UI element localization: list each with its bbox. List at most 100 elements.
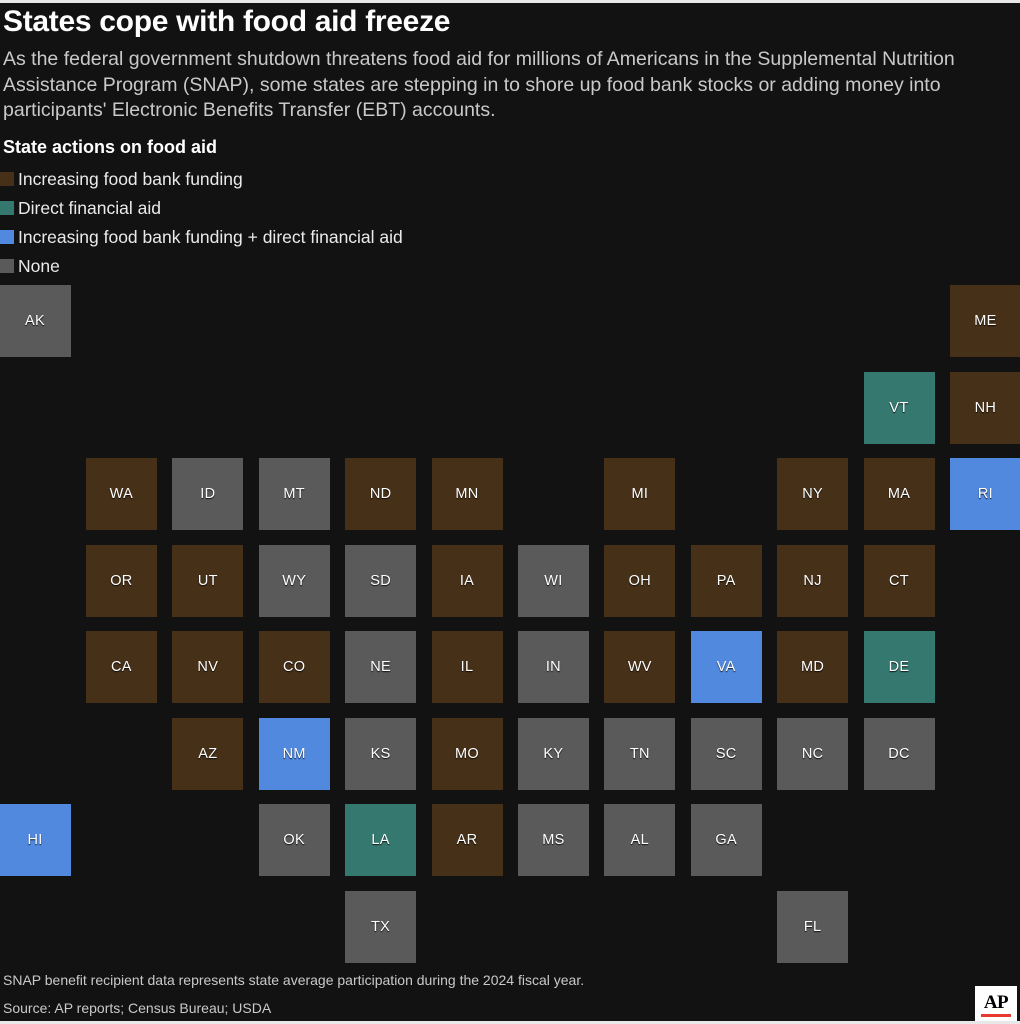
state-tile-in[interactable]: IN <box>517 631 589 703</box>
state-tile-or[interactable]: OR <box>85 544 157 617</box>
legend-item-label: Direct financial aid <box>18 197 161 218</box>
state-tile-map: AK ME VT NH WA ID MT ND MN MI NY MA RI OR UT WY SD IA WI OH… <box>0 285 1020 965</box>
legend-item[interactable]: Increasing food bank funding <box>0 164 600 193</box>
state-tile-label: MS <box>542 832 565 848</box>
state-tile-label: MN <box>455 486 479 502</box>
state-tile-al[interactable]: AL <box>604 804 676 876</box>
legend-color-swatch <box>0 171 14 186</box>
state-tile-label: MA <box>887 486 911 502</box>
legend-item[interactable]: Increasing food bank funding + direct fi… <box>0 222 600 251</box>
state-tile-me[interactable]: ME <box>949 285 1020 357</box>
state-tile-ny[interactable]: NY <box>777 458 849 530</box>
state-tile-tn[interactable]: TN <box>604 717 676 790</box>
state-tile-ar[interactable]: AR <box>431 804 503 876</box>
bottom-divider <box>0 1021 1020 1024</box>
state-tile-ga[interactable]: GA <box>690 804 762 876</box>
legend-item[interactable]: Direct financial aid <box>0 193 600 222</box>
state-tile-label: AZ <box>198 745 218 762</box>
state-tile-mn[interactable]: MN <box>431 458 503 530</box>
legend-item-label: None <box>18 255 60 276</box>
state-tile-nj[interactable]: NJ <box>777 544 849 617</box>
state-tile-ms[interactable]: MS <box>517 804 589 876</box>
state-tile-sc[interactable]: SC <box>690 717 762 790</box>
legend: Increasing food bank funding Direct finan… <box>0 164 600 280</box>
state-tile-mt[interactable]: MT <box>258 458 330 530</box>
state-tile-az[interactable]: AZ <box>172 717 244 790</box>
state-tile-wi[interactable]: WI <box>517 544 589 617</box>
state-tile-label: OH <box>628 572 651 589</box>
state-tile-fl[interactable]: FL <box>777 890 849 963</box>
state-tile-label: FL <box>803 918 822 935</box>
legend-item-label: Increasing food bank funding <box>18 168 243 189</box>
state-tile-label: AL <box>630 832 649 848</box>
state-tile-label: NC <box>801 745 824 762</box>
state-tile-de[interactable]: DE <box>863 631 935 703</box>
state-tile-label: OR <box>110 572 133 589</box>
state-tile-il[interactable]: IL <box>431 631 503 703</box>
state-tile-nm[interactable]: NM <box>258 717 330 790</box>
state-tile-label: PA <box>716 572 736 589</box>
state-tile-hi[interactable]: HI <box>0 804 71 876</box>
state-tile-oh[interactable]: OH <box>604 544 676 617</box>
state-tile-label: ME <box>974 313 997 329</box>
state-tile-label: MD <box>801 659 825 675</box>
state-tile-co[interactable]: CO <box>258 631 330 703</box>
state-tile-label: GA <box>715 832 737 848</box>
state-tile-label: NY <box>802 486 823 502</box>
state-tile-label: LA <box>371 832 390 848</box>
state-tile-wv[interactable]: WV <box>604 631 676 703</box>
source-line: Source: AP reports; Census Bureau; USDA <box>3 1000 272 1016</box>
legend-title: State actions on food aid <box>3 137 218 157</box>
state-tile-wy[interactable]: WY <box>258 544 330 617</box>
state-tile-vt[interactable]: VT <box>863 371 935 444</box>
state-tile-ok[interactable]: OK <box>258 804 330 876</box>
state-tile-label: DE <box>888 659 910 675</box>
state-tile-la[interactable]: LA <box>345 804 417 876</box>
state-tile-mo[interactable]: MO <box>431 717 503 790</box>
state-tile-ky[interactable]: KY <box>517 717 589 790</box>
state-tile-ak[interactable]: AK <box>0 285 71 357</box>
state-tile-label: NJ <box>803 572 822 589</box>
legend-color-swatch <box>0 229 14 244</box>
state-tile-tx[interactable]: TX <box>345 890 417 963</box>
state-tile-wa[interactable]: WA <box>85 458 157 530</box>
state-tile-dc[interactable]: DC <box>863 717 935 790</box>
state-tile-label: WV <box>627 659 652 675</box>
state-tile-va[interactable]: VA <box>690 631 762 703</box>
state-tile-mi[interactable]: MI <box>604 458 676 530</box>
state-tile-nv[interactable]: NV <box>172 631 244 703</box>
state-tile-label: WA <box>109 486 134 502</box>
state-tile-label: KS <box>370 745 391 762</box>
state-tile-pa[interactable]: PA <box>690 544 762 617</box>
state-tile-label: TN <box>629 745 650 762</box>
state-tile-label: CO <box>283 659 306 675</box>
ap-logo-bar <box>981 1014 1011 1017</box>
state-tile-label: WY <box>282 572 307 589</box>
ap-logo-text: AP <box>983 992 1009 1013</box>
state-tile-label: MI <box>631 486 649 502</box>
state-tile-md[interactable]: MD <box>777 631 849 703</box>
legend-color-swatch <box>0 200 14 215</box>
state-tile-label: KY <box>543 745 564 762</box>
state-tile-ut[interactable]: UT <box>172 544 244 617</box>
state-tile-ne[interactable]: NE <box>345 631 417 703</box>
state-tile-ri[interactable]: RI <box>949 458 1020 530</box>
state-tile-id[interactable]: ID <box>172 458 244 530</box>
state-tile-ca[interactable]: CA <box>85 631 157 703</box>
state-tile-label: IA <box>459 572 475 589</box>
state-tile-ks[interactable]: KS <box>345 717 417 790</box>
legend-item[interactable]: None <box>0 251 600 280</box>
state-tile-nc[interactable]: NC <box>777 717 849 790</box>
state-tile-label: TX <box>371 918 391 935</box>
state-tile-nh[interactable]: NH <box>949 371 1020 444</box>
state-tile-ct[interactable]: CT <box>863 544 935 617</box>
state-tile-label: IN <box>545 659 561 675</box>
state-tile-label: VT <box>889 399 909 416</box>
state-tile-ma[interactable]: MA <box>863 458 935 530</box>
state-tile-nd[interactable]: ND <box>345 458 417 530</box>
footnote: SNAP benefit recipient data represents s… <box>3 972 585 988</box>
state-tile-sd[interactable]: SD <box>345 544 417 617</box>
state-tile-label: NE <box>370 659 391 675</box>
state-tile-ia[interactable]: IA <box>431 544 503 617</box>
